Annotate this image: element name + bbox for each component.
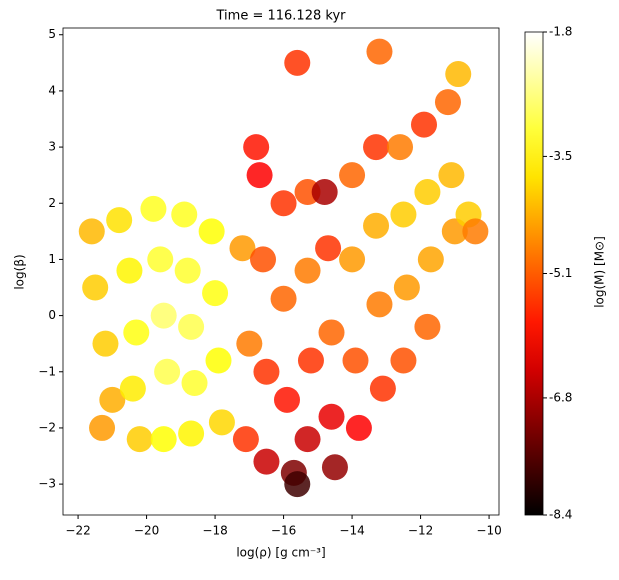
- scatter-point: [198, 218, 225, 245]
- scatter-point: [123, 319, 150, 346]
- scatter-point: [363, 134, 390, 161]
- y-tick-label: −3: [38, 477, 56, 491]
- scatter-point: [106, 207, 133, 234]
- scatter-point: [445, 61, 472, 88]
- y-axis-label: log(β): [13, 254, 27, 289]
- scatter-point: [462, 218, 489, 245]
- scatter-point: [174, 257, 201, 284]
- colorbar-tick-label: -1.8: [549, 25, 572, 39]
- scatter-point: [82, 274, 109, 301]
- scatter-point: [253, 358, 280, 385]
- scatter-point: [393, 274, 420, 301]
- scatter-point: [387, 134, 414, 161]
- scatter-point: [236, 330, 263, 357]
- scatter-point: [250, 246, 277, 273]
- scatter-point: [116, 257, 143, 284]
- y-tick-label: −1: [38, 364, 56, 378]
- x-tick-label: −10: [476, 524, 501, 538]
- y-tick-label: 0: [48, 308, 56, 322]
- scatter-point: [438, 162, 465, 189]
- scatter-point: [270, 190, 297, 217]
- scatter-point: [181, 369, 208, 396]
- scatter-point: [390, 201, 417, 228]
- scatter-point: [253, 448, 280, 475]
- scatter-point: [284, 49, 311, 76]
- scatter-point: [369, 375, 396, 402]
- scatter-point: [414, 179, 441, 206]
- colorbar-tick-label: -8.4: [549, 508, 572, 522]
- y-tick-label: 5: [48, 27, 56, 41]
- scatter-point: [119, 375, 146, 402]
- scatter-point: [229, 235, 256, 262]
- scatter-point: [345, 414, 372, 441]
- y-tick-label: 4: [48, 83, 56, 97]
- scatter-point: [178, 313, 205, 340]
- scatter-point: [315, 235, 342, 262]
- scatter-point: [339, 162, 366, 189]
- scatter-point: [294, 257, 321, 284]
- scatter-point: [270, 285, 297, 312]
- scatter-point: [434, 89, 461, 116]
- colorbar-label: log(M) [M⊙]: [593, 236, 607, 308]
- scatter-point: [126, 426, 153, 453]
- scatter-point: [417, 246, 444, 273]
- scatter-point: [171, 201, 198, 228]
- scatter-point: [140, 195, 167, 222]
- scatter-point: [284, 471, 311, 498]
- scatter-point: [92, 330, 119, 357]
- scatter-point: [89, 414, 116, 441]
- x-tick-label: −18: [202, 524, 227, 538]
- scatter-point: [339, 246, 366, 273]
- x-axis-label: log(ρ) [g cm⁻³]: [236, 546, 325, 560]
- scatter-point: [150, 426, 177, 453]
- x-tick-label: −14: [339, 524, 364, 538]
- y-tick-label: 2: [48, 196, 56, 210]
- scatter-point: [311, 179, 338, 206]
- scatter-point: [205, 347, 232, 374]
- plot-frame: [62, 27, 500, 516]
- y-tick-label: −2: [38, 420, 56, 434]
- scatter-point: [273, 386, 300, 413]
- scatter-point: [366, 291, 393, 318]
- y-tick-label: 1: [48, 252, 56, 266]
- scatter-point: [410, 111, 437, 138]
- scatter-point: [99, 386, 126, 413]
- scatter-point: [342, 347, 369, 374]
- scatter-point: [414, 313, 441, 340]
- scatter-point: [318, 403, 345, 430]
- colorbar-tick-label: -6.8: [549, 390, 572, 404]
- x-tick-label: −12: [408, 524, 433, 538]
- scatter-point: [150, 302, 177, 329]
- scatter-point: [178, 420, 205, 447]
- scatter-point: [154, 358, 181, 385]
- colorbar-tick-label: -3.5: [549, 149, 572, 163]
- scatter-point: [243, 134, 270, 161]
- scatter-point: [294, 426, 321, 453]
- scatter-point: [78, 218, 105, 245]
- scatter-point: [208, 409, 235, 436]
- scatter-point: [318, 319, 345, 346]
- scatter-point: [232, 426, 259, 453]
- scatter-point: [321, 454, 348, 481]
- scatter-point: [390, 347, 417, 374]
- scatter-point: [366, 38, 393, 65]
- scatter-point: [246, 162, 273, 189]
- y-tick-label: 3: [48, 140, 56, 154]
- colorbar-tick-label: -5.1: [549, 266, 572, 280]
- colorbar: [524, 31, 544, 516]
- x-tick-label: −22: [65, 524, 90, 538]
- scatter-point: [202, 280, 229, 307]
- x-tick-label: −16: [271, 524, 296, 538]
- chart-title: Time = 116.128 kyr: [216, 9, 347, 24]
- scatter-point: [147, 246, 174, 273]
- x-tick-label: −20: [134, 524, 159, 538]
- scatter-point: [297, 347, 324, 374]
- scatter-point: [363, 212, 390, 239]
